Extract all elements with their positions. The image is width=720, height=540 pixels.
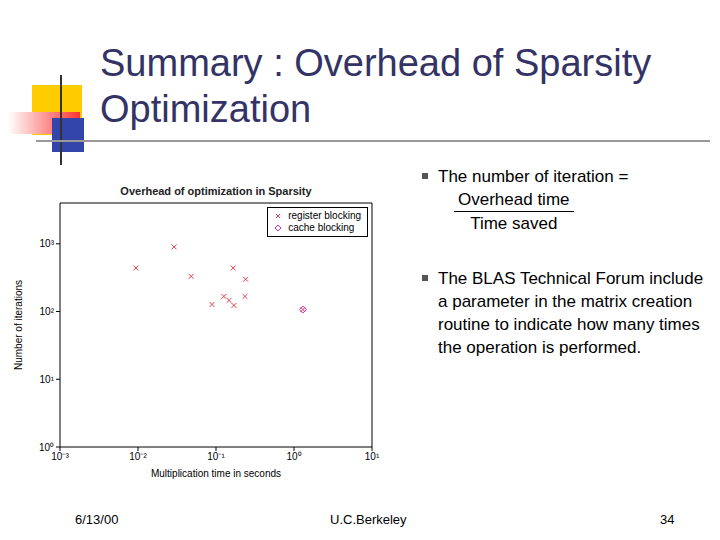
- html-text:register blocking: register blocking: [288, 210, 361, 221]
- svg-text:10⁻¹: 10⁻¹: [207, 451, 225, 462]
- svg-text:10⁻³: 10⁻³: [51, 451, 69, 462]
- html-text:Overhead of optimization in Sp: Overhead of optimization in Sparsity: [120, 185, 312, 197]
- html-text:The number of iteration =: The number of iteration =: [438, 167, 629, 186]
- svg-text:Multiplication time in seconds: Multiplication time in seconds: [151, 468, 281, 479]
- svg-text:10⁰: 10⁰: [286, 451, 301, 462]
- svg-text:10⁻²: 10⁻²: [129, 451, 147, 462]
- svg-text:10¹: 10¹: [365, 451, 380, 462]
- html-text:6/13/00: 6/13/00: [75, 512, 119, 527]
- html-text:Summary : Overhead of Sparsity: Summary : Overhead of Sparsity Optimizat…: [100, 42, 652, 130]
- svg-text:10³: 10³: [40, 238, 55, 249]
- html-text:Time saved: Time saved: [470, 214, 558, 233]
- svg-text:10¹: 10¹: [40, 374, 55, 385]
- html-text:34: 34: [660, 512, 675, 527]
- html-text:The BLAS Technical Forum inclu: The BLAS Technical Forum include a param…: [438, 269, 704, 357]
- html-text:Overhead time: Overhead time: [458, 190, 570, 209]
- html-text:cache blocking: cache blocking: [288, 222, 355, 233]
- html-text:U.C.Berkeley: U.C.Berkeley: [330, 512, 407, 527]
- svg-text:10²: 10²: [40, 306, 55, 317]
- svg-text:10⁰: 10⁰: [39, 442, 54, 453]
- svg-text:Number of iterations: Number of iterations: [13, 280, 24, 370]
